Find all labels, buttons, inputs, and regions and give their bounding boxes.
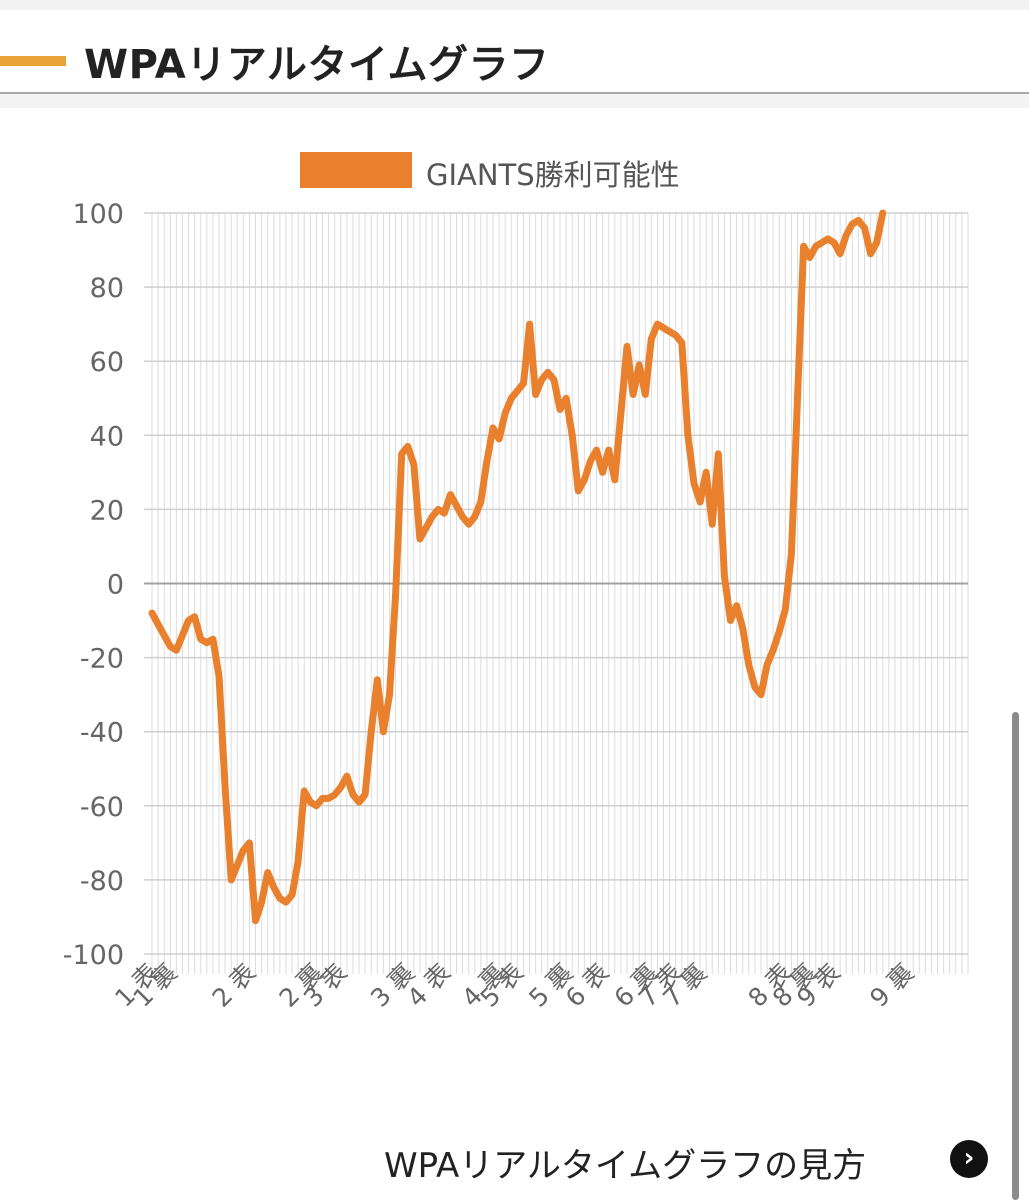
y-tick-label: 20	[90, 495, 124, 526]
top-strip	[0, 0, 1029, 10]
x-tick-label: 9 裏	[864, 958, 919, 1013]
wpa-guide-link-label: WPAリアルタイムグラフの見方	[384, 1146, 867, 1186]
y-tick-label: -20	[80, 644, 124, 675]
minor-grid	[151, 213, 969, 974]
series-line	[148, 209, 887, 925]
y-axis-ticks: 100 80 60 40 20 0 -20 -40 -60 -80 -100	[63, 199, 124, 971]
y-tick-label: -40	[80, 718, 124, 749]
y-tick-label: 60	[90, 347, 124, 378]
y-tick-label: 80	[90, 273, 124, 304]
series-layer	[148, 209, 887, 925]
major-grid	[144, 212, 968, 955]
legend-label: GIANTS勝利可能性	[426, 158, 680, 192]
x-tick-label: 6 表	[560, 958, 615, 1013]
legend-swatch	[300, 152, 412, 188]
x-tick-label: 4 表	[401, 958, 456, 1013]
y-tick-label: 0	[107, 570, 124, 601]
y-tick-label: 40	[90, 421, 124, 452]
scrollbar[interactable]	[1012, 712, 1019, 1200]
y-tick-label: -80	[80, 866, 124, 897]
section-header: WPAリアルタイムグラフ	[0, 10, 1029, 92]
header-accent-bar	[0, 56, 66, 66]
y-tick-label: -100	[63, 940, 124, 971]
header-band	[0, 94, 1029, 108]
page-title: WPAリアルタイムグラフ	[84, 42, 550, 88]
y-tick-label: 100	[72, 199, 124, 230]
header-divider	[0, 92, 1029, 94]
y-tick-label: -60	[80, 792, 124, 823]
x-tick-label: 2 表	[207, 958, 262, 1013]
chevron-right-icon[interactable]: ›	[950, 1140, 988, 1178]
